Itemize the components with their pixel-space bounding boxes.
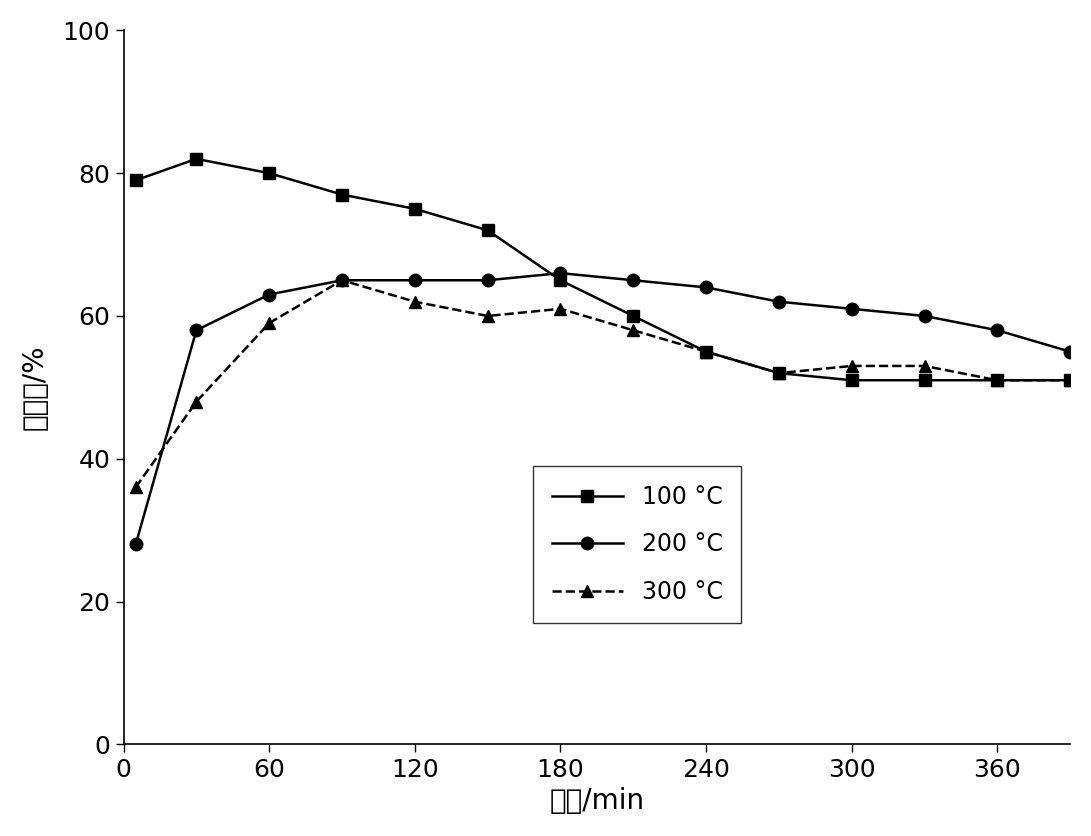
- 300 °C: [626, 325, 639, 335]
- 200 °C: [626, 275, 639, 285]
- 300 °C: [772, 368, 786, 378]
- 300 °C: [699, 347, 712, 357]
- 200 °C: [408, 275, 421, 285]
- 100 °C: [335, 190, 348, 200]
- 200 °C: [129, 539, 142, 549]
- 100 °C: [1064, 375, 1077, 385]
- 300 °C: [918, 361, 931, 371]
- 300 °C: [263, 318, 276, 328]
- 200 °C: [481, 275, 494, 285]
- 200 °C: [991, 325, 1004, 335]
- 100 °C: [263, 168, 276, 178]
- 100 °C: [554, 275, 567, 285]
- 100 °C: [408, 204, 421, 214]
- X-axis label: 时间/min: 时间/min: [549, 788, 645, 815]
- Legend: 100 °C, 200 °C, 300 °C: 100 °C, 200 °C, 300 °C: [532, 466, 741, 623]
- 100 °C: [846, 375, 859, 385]
- 100 °C: [129, 176, 142, 186]
- 100 °C: [626, 311, 639, 321]
- Line: 300 °C: 300 °C: [130, 274, 1077, 493]
- 300 °C: [335, 275, 348, 285]
- 100 °C: [699, 347, 712, 357]
- 100 °C: [918, 375, 931, 385]
- 100 °C: [481, 225, 494, 235]
- 300 °C: [408, 297, 421, 307]
- 200 °C: [918, 311, 931, 321]
- 300 °C: [846, 361, 859, 371]
- 200 °C: [699, 283, 712, 293]
- 200 °C: [1064, 347, 1077, 357]
- Y-axis label: 脱汞率/%: 脱汞率/%: [21, 344, 49, 431]
- 300 °C: [190, 396, 203, 406]
- 200 °C: [190, 325, 203, 335]
- 100 °C: [190, 154, 203, 164]
- 300 °C: [991, 375, 1004, 385]
- 300 °C: [1064, 375, 1077, 385]
- 200 °C: [335, 275, 348, 285]
- 100 °C: [991, 375, 1004, 385]
- 200 °C: [846, 303, 859, 314]
- 200 °C: [772, 297, 786, 307]
- 300 °C: [129, 482, 142, 492]
- Line: 100 °C: 100 °C: [130, 153, 1077, 386]
- 100 °C: [772, 368, 786, 378]
- 300 °C: [481, 311, 494, 321]
- 200 °C: [554, 268, 567, 278]
- 300 °C: [554, 303, 567, 314]
- Line: 200 °C: 200 °C: [130, 267, 1077, 551]
- 200 °C: [263, 289, 276, 299]
